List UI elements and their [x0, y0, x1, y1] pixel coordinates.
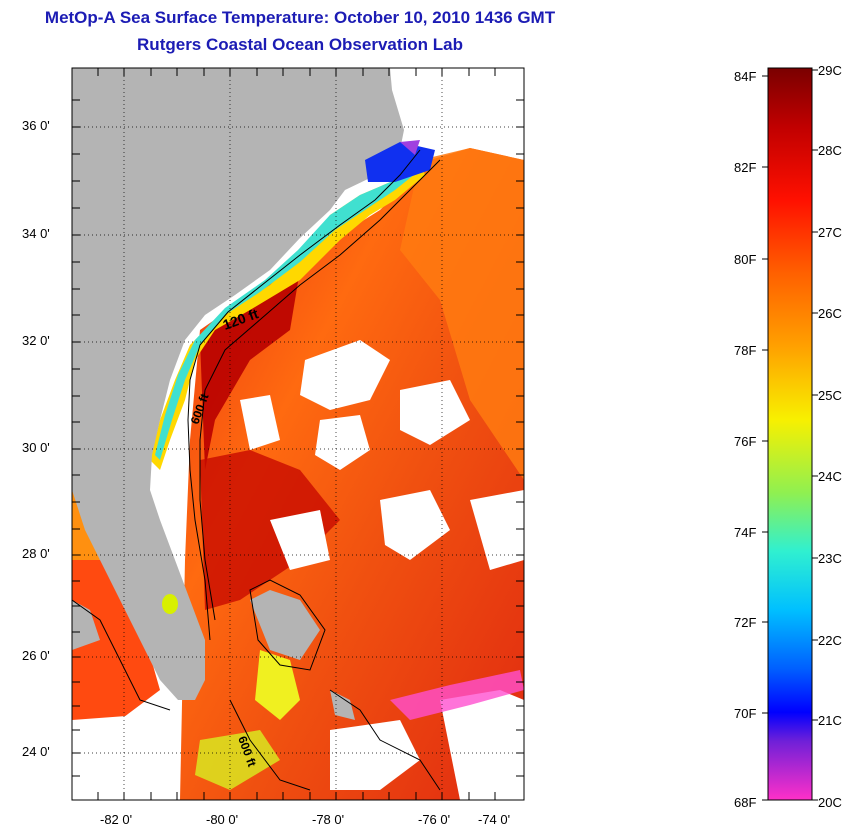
isobath-line: [187, 149, 421, 641]
colorbar-f-72: 72F: [734, 615, 757, 630]
map-title: MetOp-A Sea Surface Temperature: October…: [44, 8, 556, 27]
colorbar-c-21: 21C: [818, 713, 842, 728]
lon-label-74: -74 0': [478, 812, 511, 827]
colorbar-c-29: 29C: [818, 63, 842, 78]
land-southeast-us: [72, 68, 404, 700]
colorbar-f-80: 80F: [734, 252, 757, 267]
lat-label-30: 30 0': [22, 440, 50, 455]
colorbar-f-78: 78F: [734, 343, 757, 358]
colorbar-c-24: 24C: [818, 469, 842, 484]
map-grid: [72, 68, 524, 800]
map-tick-marks: [72, 68, 524, 800]
lat-label-28: 28 0': [22, 546, 50, 561]
colorbar-c-27: 27C: [818, 225, 842, 240]
colorbar-f-84: 84F: [734, 69, 757, 84]
lat-label-24: 24 0': [22, 744, 50, 759]
colorbar-c-20: 20C: [818, 795, 842, 810]
lat-label-34: 34 0': [22, 226, 50, 241]
lat-label-36: 36 0': [22, 118, 50, 133]
colorbar-f-82: 82F: [734, 160, 757, 175]
lon-label-78: -78 0': [312, 812, 345, 827]
colorbar-ticks: [762, 69, 818, 801]
colorbar-c-26: 26C: [818, 306, 842, 321]
colorbar-f-76: 76F: [734, 434, 757, 449]
colorbar-c-23: 23C: [818, 551, 842, 566]
lon-label-76: -76 0': [418, 812, 451, 827]
colorbar: [767, 67, 813, 801]
map-subtitle: Rutgers Coastal Ocean Observation Lab: [137, 35, 463, 54]
lon-label-80: -80 0': [206, 812, 239, 827]
colorbar-f-68: 68F: [734, 795, 757, 810]
lon-label-82: -82 0': [100, 812, 133, 827]
colorbar-f-70: 70F: [734, 706, 757, 721]
colorbar-c-22: 22C: [818, 633, 842, 648]
colorbar-c-25: 25C: [818, 388, 842, 403]
lat-label-32: 32 0': [22, 333, 50, 348]
lat-label-26: 26 0': [22, 648, 50, 663]
colorbar-c-28: 28C: [818, 143, 842, 158]
coastal-cool-band: [150, 160, 425, 470]
colorbar-f-74: 74F: [734, 525, 757, 540]
map-frame: [71, 67, 525, 801]
lake-okeechobee: [162, 594, 178, 614]
